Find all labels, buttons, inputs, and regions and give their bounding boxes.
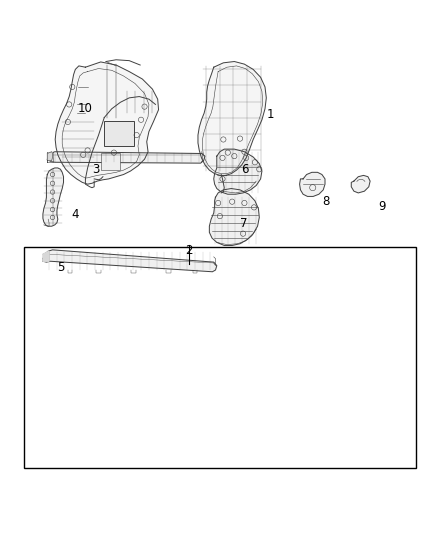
Text: 7: 7 — [240, 217, 247, 230]
Polygon shape — [43, 250, 217, 272]
Text: 10: 10 — [78, 102, 93, 115]
Polygon shape — [351, 175, 370, 193]
Text: 4: 4 — [71, 208, 79, 221]
Text: 5: 5 — [57, 261, 64, 274]
Polygon shape — [198, 61, 266, 175]
Polygon shape — [47, 152, 205, 163]
Text: 2: 2 — [185, 244, 193, 257]
Polygon shape — [43, 168, 64, 226]
Bar — [104, 120, 134, 146]
Text: 1: 1 — [266, 108, 274, 121]
Text: 8: 8 — [323, 195, 330, 208]
Polygon shape — [214, 149, 262, 194]
Bar — [101, 154, 120, 170]
Polygon shape — [209, 189, 259, 246]
Bar — [24, 247, 416, 468]
Polygon shape — [47, 152, 53, 160]
Text: 9: 9 — [378, 199, 386, 213]
Polygon shape — [55, 62, 159, 184]
Polygon shape — [43, 251, 49, 261]
Text: 6: 6 — [241, 163, 249, 176]
Polygon shape — [300, 172, 325, 197]
Text: 3: 3 — [92, 163, 99, 176]
